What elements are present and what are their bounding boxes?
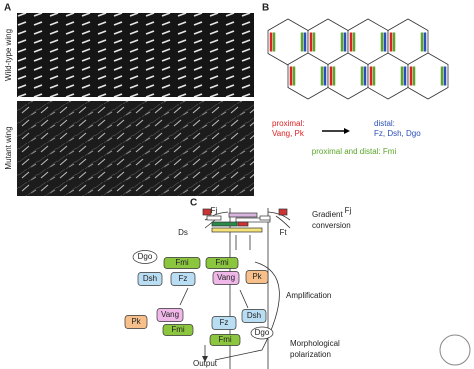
legend-title: distal:	[374, 119, 395, 128]
legend-title: proximal:	[272, 119, 304, 128]
node-label: Pk	[252, 272, 262, 281]
node-label: Ds	[178, 228, 188, 237]
arrow-head	[202, 356, 208, 362]
membrane-proteins	[202, 208, 288, 233]
node-shape	[209, 334, 241, 346]
legend-text: proximal and distal: Fmi	[312, 147, 397, 156]
stage-label: Amplification	[286, 291, 331, 300]
node-label: Fz	[220, 318, 229, 327]
panel-label: C	[190, 198, 197, 209]
node-shape	[211, 316, 237, 330]
node-label: Dsh	[247, 311, 261, 320]
node-shape	[205, 257, 239, 269]
logo	[439, 334, 471, 366]
node-label: Dgo	[138, 252, 153, 261]
node-shape	[156, 308, 184, 322]
micrograph	[17, 13, 254, 97]
node-shape	[124, 315, 148, 329]
legend-text: Vang, Pk	[272, 129, 305, 138]
node-shape	[137, 272, 163, 286]
node-shape	[250, 326, 274, 340]
node-shape	[163, 257, 201, 269]
node-label: Fj	[211, 206, 218, 215]
node-label: Fmi	[175, 258, 189, 267]
panel-label: B	[262, 3, 269, 14]
micrograph	[17, 101, 254, 196]
node-label: Fj	[345, 206, 352, 215]
node-shape	[245, 270, 269, 284]
node-label: Fz	[179, 274, 188, 283]
node-shape	[132, 250, 158, 264]
node-shape	[241, 309, 267, 323]
node-label: Pk	[131, 317, 141, 326]
node-label: Vang	[217, 273, 235, 282]
arrow-head	[344, 128, 350, 134]
stage-label: polarization	[290, 350, 331, 359]
node-shape	[212, 271, 240, 285]
node-label: Fmi	[215, 258, 229, 267]
stage-label: conversion	[312, 221, 351, 230]
node-label: Ft	[279, 228, 287, 237]
hexagon-array	[267, 18, 449, 100]
legend-text: Fz, Dsh, Dgo	[374, 129, 421, 138]
node-label: Fmi	[171, 325, 185, 334]
hexagon	[407, 52, 449, 100]
node-shape	[170, 272, 196, 286]
panel-label: A	[4, 3, 11, 14]
node-label: Dsh	[143, 274, 157, 283]
image-label: Wild-type wing	[4, 29, 13, 81]
node-shape	[162, 324, 194, 336]
image-label: Mutant wing	[4, 126, 13, 169]
node-label: Output	[193, 359, 218, 368]
node-label: Fmi	[218, 335, 232, 344]
node-label: Dgo	[255, 328, 270, 337]
node-label: Vang	[161, 310, 179, 319]
stage-label: Morphological	[290, 339, 340, 348]
stage-label: Gradient	[312, 210, 343, 219]
